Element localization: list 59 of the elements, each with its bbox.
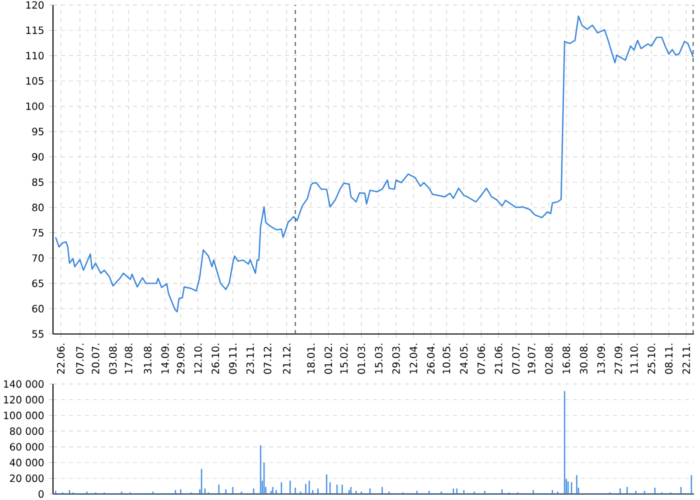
x-tick-label: 22.06. — [57, 344, 65, 374]
x-tick-label: 27.09. — [614, 344, 622, 374]
x-tick-label: 29.09. — [176, 344, 184, 374]
y-tick-label: 115 — [26, 26, 44, 34]
y-tick-label: 95 — [32, 128, 44, 136]
x-tick-label: 21.06. — [494, 344, 502, 374]
y-tick-label: 100 000 — [4, 412, 44, 420]
y-tick-label: 60 — [32, 304, 44, 312]
y-tick-label: 100 — [26, 102, 44, 110]
x-tick-label: 14.09. — [161, 344, 169, 374]
x-tick-label: 13.09. — [597, 344, 605, 374]
x-tick-label: 30.08. — [580, 344, 588, 374]
y-tick-label: 90 — [32, 153, 44, 161]
y-tick-label: 65 — [32, 280, 44, 288]
x-tick-label: 22.11. — [682, 344, 690, 374]
x-tick-label: 15.03. — [374, 344, 382, 374]
x-tick-label: 21.12. — [282, 344, 290, 374]
y-tick-label: 55 — [32, 330, 44, 338]
x-tick-label: 07.07. — [76, 344, 84, 374]
y-tick-label: 120 — [26, 1, 44, 9]
y-tick-label: 60 000 — [10, 443, 44, 451]
x-tick-label: 07.12. — [264, 344, 272, 374]
y-tick-label: 85 — [32, 178, 44, 186]
x-tick-label: 18.01. — [307, 344, 315, 374]
y-tick-label: 20 000 — [10, 474, 44, 482]
x-tick-label: 29.03. — [392, 344, 400, 374]
y-tick-label: 80 — [32, 204, 44, 212]
x-tick-label: 10.05. — [442, 344, 450, 374]
x-tick-label: 26.10. — [212, 344, 220, 374]
x-tick-label: 17.08. — [124, 344, 132, 374]
x-tick-label: 07.06. — [477, 344, 485, 374]
y-tick-label: 70 — [32, 254, 44, 262]
x-tick-label: 20.07. — [92, 344, 100, 374]
x-tick-label: 19.07. — [528, 344, 536, 374]
x-tick-label: 23.11. — [246, 344, 254, 374]
x-tick-label: 09.11. — [229, 344, 237, 374]
y-tick-label: 40 000 — [10, 458, 44, 466]
x-tick-label: 02.08. — [545, 344, 553, 374]
x-tick-label: 26.04. — [427, 344, 435, 374]
x-tick-label: 25.10. — [648, 344, 656, 374]
x-tick-label: 16.08. — [562, 344, 570, 374]
x-tick-label: 07.07. — [512, 344, 520, 374]
y-tick-label: 0 — [38, 490, 44, 498]
y-tick-label: 110 — [26, 52, 44, 60]
x-tick-label: 12.10. — [194, 344, 202, 374]
x-tick-label: 24.05. — [460, 344, 468, 374]
y-tick-label: 75 — [32, 229, 44, 236]
x-tick-label: 12.04. — [410, 344, 418, 374]
x-tick-label: 08.11. — [665, 344, 673, 374]
x-tick-label: 31.08. — [144, 344, 152, 374]
y-tick-label: 120 000 — [4, 396, 44, 404]
x-tick-label: 01.02. — [324, 344, 332, 374]
x-tick-label: 01.03. — [358, 344, 366, 374]
y-tick-label: 140 000 — [4, 380, 44, 388]
x-tick-label: 11.10. — [630, 344, 638, 374]
y-tick-label: 105 — [26, 77, 44, 85]
x-tick-label: 03.08. — [109, 344, 117, 374]
y-tick-label: 80 000 — [10, 427, 44, 435]
x-tick-label: 15.02. — [340, 344, 348, 374]
